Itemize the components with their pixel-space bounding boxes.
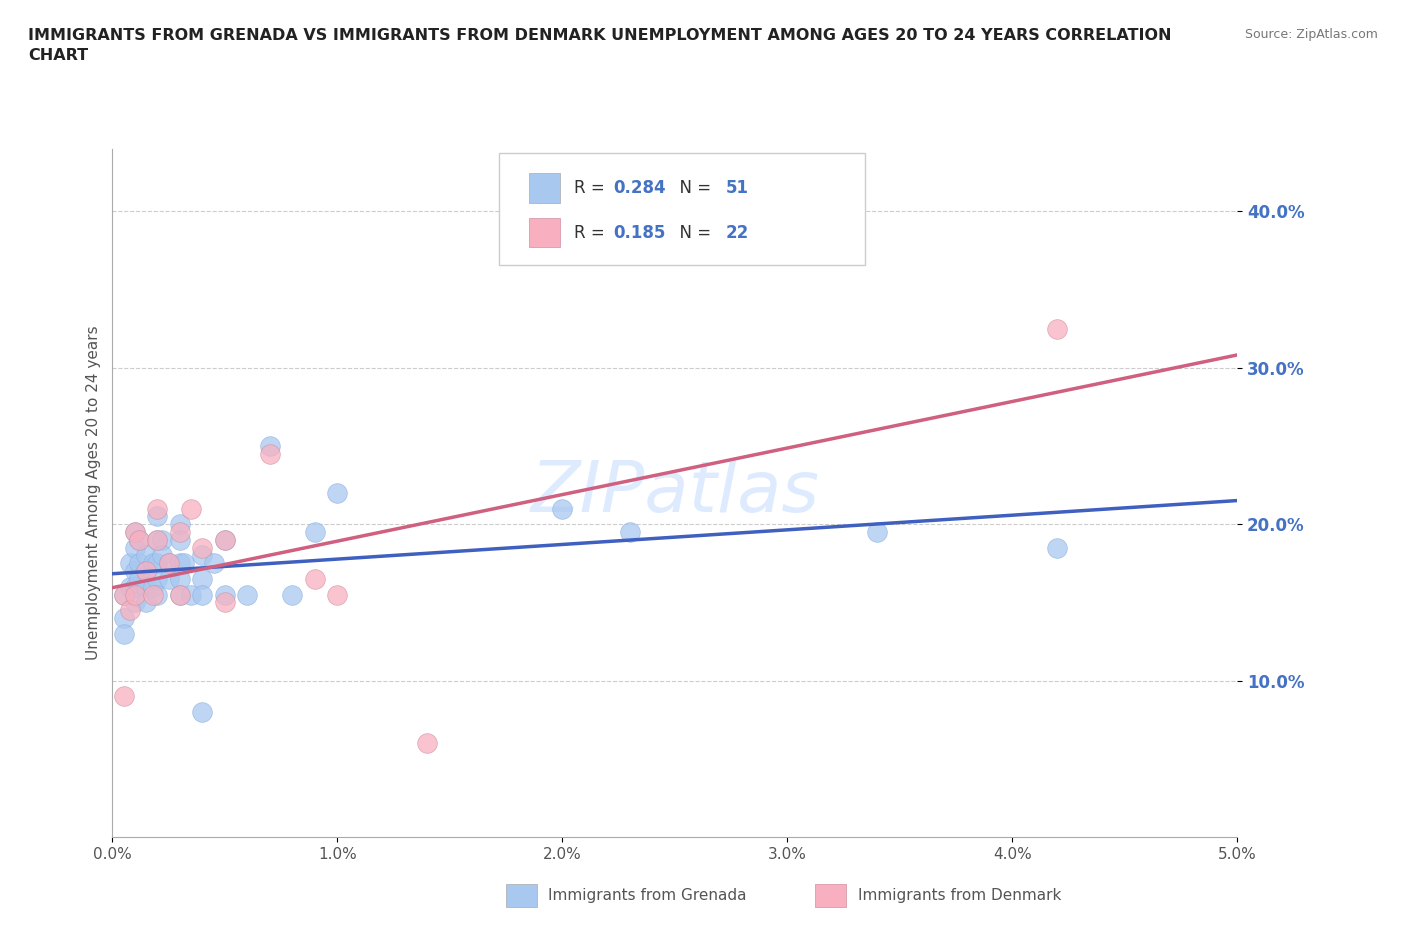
Point (191, 704, 214, 719)
Text: Source: ZipAtlas.com: Source: ZipAtlas.com (1244, 28, 1378, 41)
Point (236, 587, 259, 602)
Point (135, 564, 157, 578)
Point (112, 611, 135, 626)
Point (142, 587, 165, 602)
Point (128, 532, 150, 547)
Point (169, 525, 191, 539)
Point (112, 689, 135, 704)
Point (191, 540, 214, 555)
Point (112, 626, 135, 641)
Point (304, 525, 326, 539)
Point (180, 587, 202, 602)
Point (214, 532, 236, 547)
Point (135, 548, 157, 563)
Point (146, 532, 169, 547)
Point (157, 556, 180, 571)
Point (157, 571, 180, 587)
Point (259, 439, 281, 454)
Point (146, 532, 169, 547)
Point (142, 579, 165, 594)
Point (120, 603, 142, 618)
Text: 0.284: 0.284 (613, 179, 665, 197)
Point (169, 587, 191, 602)
Text: N =: N = (669, 179, 717, 197)
Point (120, 579, 142, 594)
Text: 22: 22 (725, 223, 749, 242)
Text: IMMIGRANTS FROM GRENADA VS IMMIGRANTS FROM DENMARK UNEMPLOYMENT AMONG AGES 20 TO: IMMIGRANTS FROM GRENADA VS IMMIGRANTS FR… (28, 28, 1171, 62)
Point (169, 532, 191, 547)
Point (169, 556, 191, 571)
Point (128, 571, 150, 587)
Point (169, 517, 191, 532)
Point (214, 587, 236, 602)
Point (866, 525, 889, 539)
Point (169, 587, 191, 602)
Text: 0.185: 0.185 (613, 223, 665, 242)
Point (416, 736, 439, 751)
Text: Immigrants from Denmark: Immigrants from Denmark (858, 887, 1062, 903)
Point (135, 595, 157, 610)
Y-axis label: Unemployment Among Ages 20 to 24 years: Unemployment Among Ages 20 to 24 years (86, 326, 101, 660)
Point (128, 556, 150, 571)
Point (146, 501, 169, 516)
Text: ZIPatlas: ZIPatlas (530, 458, 820, 527)
Point (304, 571, 326, 587)
Text: R =: R = (574, 223, 610, 242)
Text: R =: R = (574, 179, 610, 197)
Point (124, 564, 146, 578)
Point (191, 587, 214, 602)
Point (214, 532, 236, 547)
Point (112, 587, 135, 602)
Point (551, 501, 574, 516)
Point (146, 509, 169, 524)
Point (146, 556, 169, 571)
Point (124, 525, 146, 539)
Point (180, 501, 202, 516)
Point (214, 595, 236, 610)
Point (281, 587, 304, 602)
Point (124, 540, 146, 555)
Point (191, 571, 214, 587)
Point (1046, 540, 1069, 555)
Point (124, 587, 146, 602)
Point (326, 587, 349, 602)
Point (150, 532, 173, 547)
Point (124, 525, 146, 539)
Point (326, 485, 349, 500)
Point (191, 548, 214, 563)
Point (128, 532, 150, 547)
Text: Immigrants from Grenada: Immigrants from Grenada (548, 887, 747, 903)
Point (120, 556, 142, 571)
Point (202, 556, 225, 571)
Point (146, 587, 169, 602)
Point (173, 556, 195, 571)
Point (169, 571, 191, 587)
Point (135, 564, 157, 578)
Point (142, 556, 165, 571)
Point (112, 587, 135, 602)
Point (157, 556, 180, 571)
Point (1046, 321, 1069, 336)
Point (124, 595, 146, 610)
Text: N =: N = (669, 223, 717, 242)
Point (619, 525, 641, 539)
Point (135, 579, 157, 594)
Point (146, 571, 169, 587)
Point (150, 548, 173, 563)
Point (259, 446, 281, 461)
Text: 51: 51 (725, 179, 748, 197)
Point (124, 579, 146, 594)
